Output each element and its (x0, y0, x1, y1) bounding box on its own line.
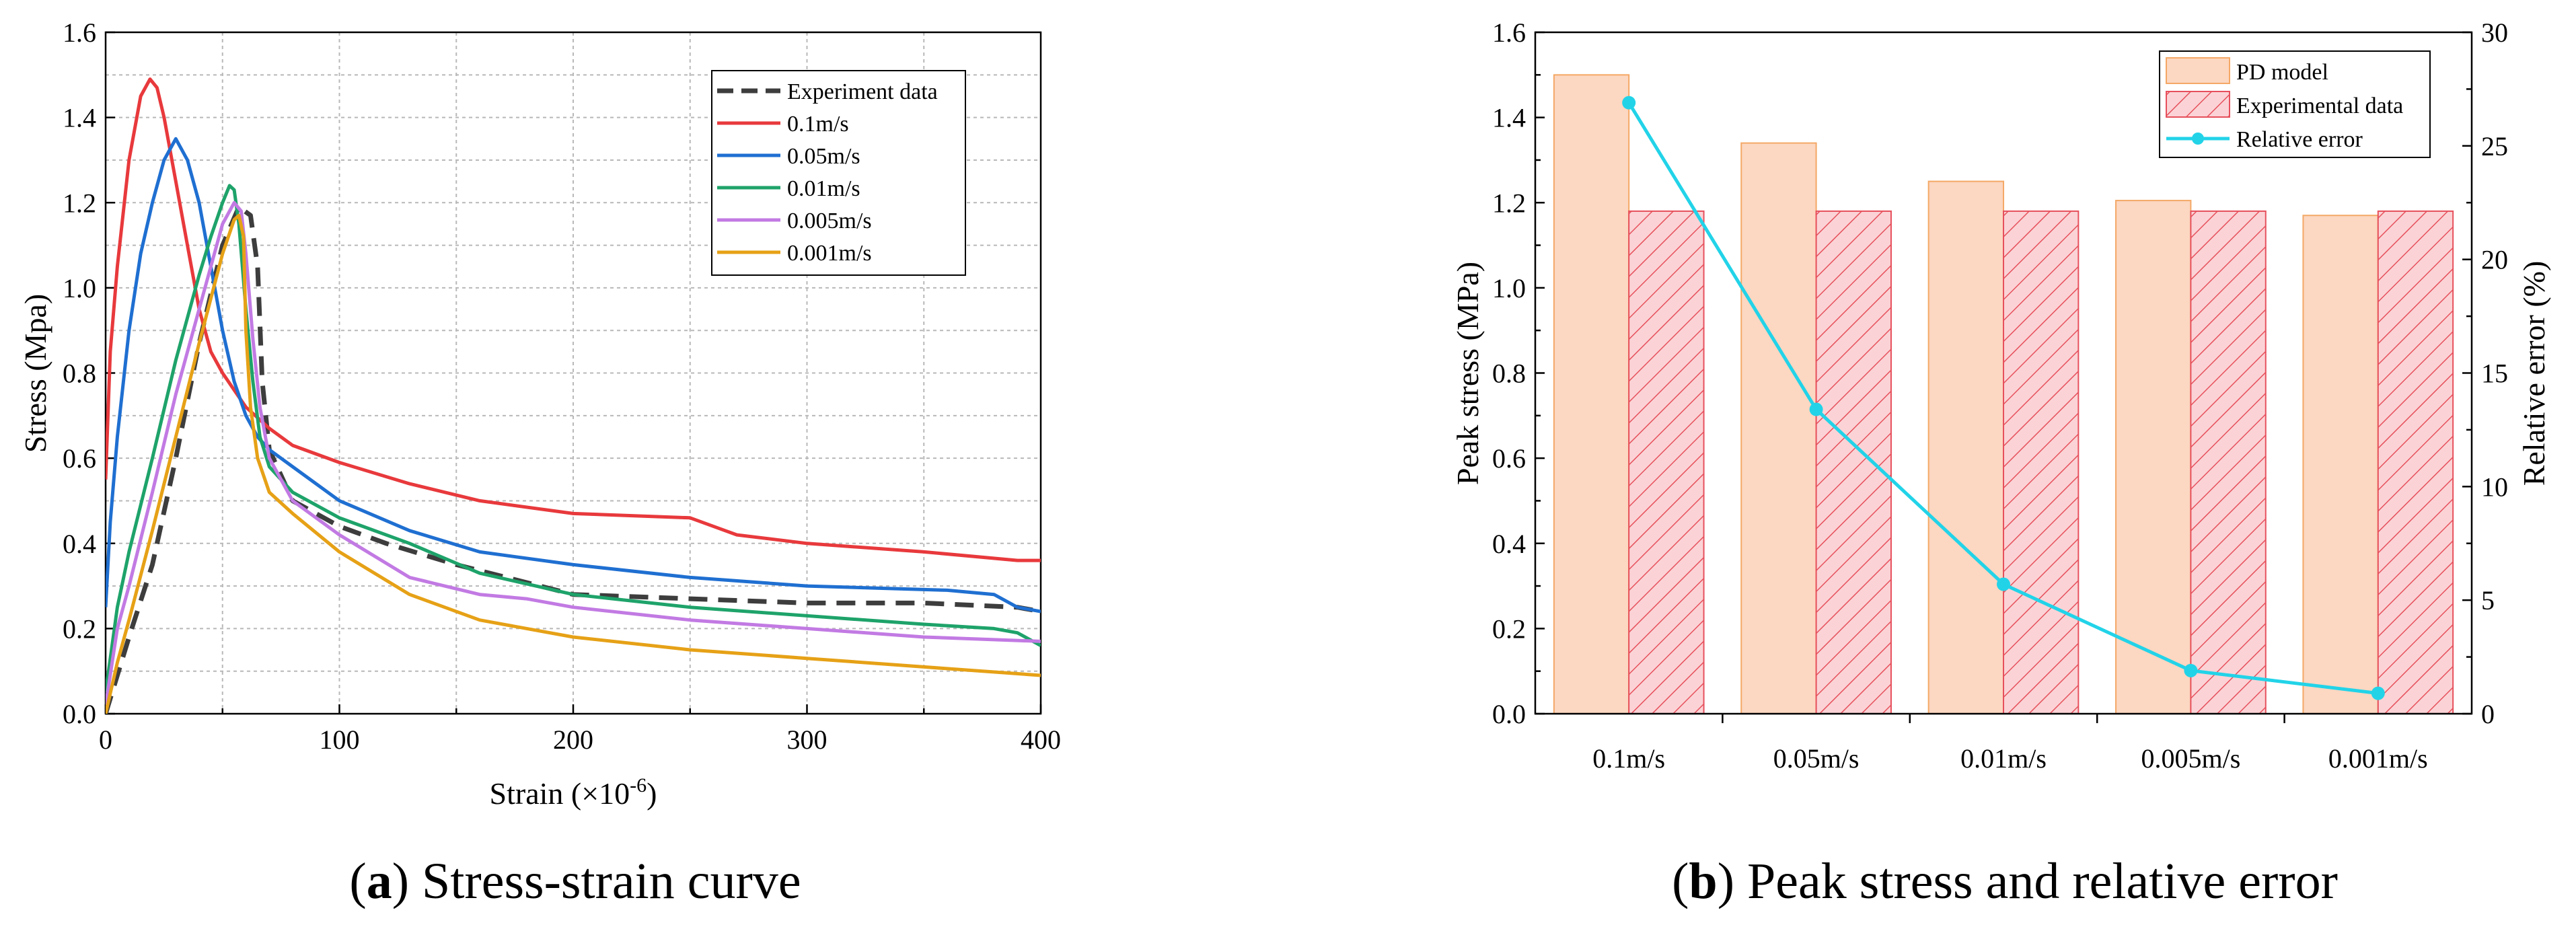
y-tick-label: 0.2 (63, 614, 96, 644)
stress-strain-chart: 0 100 200 300 400 0.0 0.2 0.4 0.6 0.8 1.0 1.2 1.4 1.6… (18, 17, 1061, 811)
x-tick-label: 0.01m/s (1960, 743, 2047, 774)
y-tick-label: 1.0 (63, 273, 96, 303)
bar-experimental (1815, 210, 1892, 715)
y-tick-label: 0.0 (63, 699, 96, 729)
y-right-tick-label: 25 (2481, 131, 2508, 161)
bar-pd-model (2302, 215, 2379, 714)
y-axis-label-right: Relative error (%) (2517, 261, 2551, 486)
series-line-0-01m-s (106, 184, 1041, 693)
y-tick-label: 0.8 (63, 359, 96, 389)
y-tick-label: 0.4 (1492, 529, 1526, 559)
relative-error-point (1809, 402, 1823, 416)
y-right-tick-label: 5 (2481, 585, 2495, 616)
relative-error-line (1622, 96, 2385, 700)
bar-experimental (2377, 210, 2454, 715)
legend-label: Experimental data (2236, 94, 2403, 118)
legend: PD model Experimental data Relative error (2159, 50, 2431, 158)
axis-ticks: 0.1m/s 0.05m/s 0.01m/s 0.005m/s 0.001m/s 0.0 0… (1492, 17, 2508, 774)
y-right-tick-label: 30 (2481, 17, 2508, 48)
legend-swatch-exp (2166, 91, 2230, 118)
bar-pd-model (2115, 200, 2192, 715)
legend-swatch-marker (2192, 133, 2204, 145)
x-tick-label: 0.05m/s (1773, 743, 1860, 774)
y-axis-label-left: Peak stress (MPa) (1450, 262, 1485, 485)
y-tick-label: 0.8 (1492, 359, 1526, 389)
relative-error-point (1622, 96, 1636, 110)
y-tick-label: 0.6 (1492, 443, 1526, 474)
legend-label: Experiment data (787, 79, 938, 104)
bar-experimental (1628, 210, 1705, 715)
relative-error-point (1997, 577, 2010, 591)
legend-label: 0.05m/s (787, 144, 860, 169)
x-tick-label: 0.005m/s (2141, 743, 2241, 774)
y-tick-label: 0.6 (63, 443, 96, 474)
x-tick-label: 0.1m/s (1592, 743, 1665, 774)
y-right-tick-label: 10 (2481, 472, 2508, 502)
legend: Experiment data 0.1m/s 0.05m/s 0.01m/s 0.005… (711, 70, 966, 276)
y-tick-label: 1.6 (63, 17, 96, 48)
legend-swatch-pd (2166, 57, 2230, 84)
axis-ticks: 0 100 200 300 400 0.0 0.2 0.4 0.6 0.8 1.0 1.2 1.4 1.6 (63, 17, 1061, 755)
y-tick-label: 0.2 (1492, 614, 1526, 644)
bar-pd-model (1553, 74, 1630, 714)
x-tick-label: 100 (320, 724, 360, 755)
y-tick-label: 1.0 (1492, 273, 1526, 303)
y-right-tick-label: 15 (2481, 359, 2508, 389)
y-tick-label: 0.0 (1492, 699, 1526, 729)
x-tick-label: 300 (787, 724, 827, 755)
legend-label: 0.1m/s (787, 112, 849, 137)
y-axis-label: Stress (Mpa) (18, 294, 52, 453)
legend-label: 0.001m/s (787, 241, 872, 266)
legend-label: PD model (2236, 60, 2328, 85)
grid (106, 32, 1041, 714)
caption-a: (a) Stress-strain curve (349, 853, 801, 909)
bar-pd-model (1927, 180, 2004, 714)
y-tick-label: 1.2 (1492, 188, 1526, 218)
legend-label: 0.01m/s (787, 176, 860, 201)
bar-experimental (2190, 210, 2267, 715)
y-tick-label: 1.4 (63, 103, 96, 133)
series-lines (106, 77, 1041, 714)
bar-experimental (2003, 210, 2080, 715)
relative-error-point (2184, 663, 2198, 677)
x-tick-label: 0.001m/s (2328, 743, 2428, 774)
series-line-0-005m-s (106, 200, 1041, 706)
series-line-0-05m-s (106, 137, 1041, 614)
y-right-tick-label: 20 (2481, 245, 2508, 275)
x-tick-label: 0 (99, 724, 112, 755)
caption-b: (b) Peak stress and relative error (1672, 853, 2338, 909)
relative-error-point (2371, 686, 2385, 700)
series-line-0-001m-s (106, 213, 1041, 714)
x-tick-label: 400 (1021, 724, 1061, 755)
legend-box (711, 70, 966, 276)
y-tick-label: 0.4 (63, 529, 96, 559)
bar-pd-model (1740, 142, 1817, 715)
x-axis-label: Strain (×10-6) (490, 774, 657, 811)
legend-label: Relative error (2236, 127, 2363, 152)
bars (1553, 74, 2454, 715)
y-tick-label: 1.2 (63, 188, 96, 218)
x-tick-label: 200 (553, 724, 593, 755)
y-right-tick-label: 0 (2481, 699, 2495, 729)
y-tick-label: 1.4 (1492, 103, 1526, 133)
y-tick-label: 1.6 (1492, 17, 1526, 48)
peak-stress-chart: 0.1m/s 0.05m/s 0.01m/s 0.005m/s 0.001m/s 0.0 0… (1450, 17, 2551, 774)
legend-label: 0.005m/s (787, 209, 872, 233)
